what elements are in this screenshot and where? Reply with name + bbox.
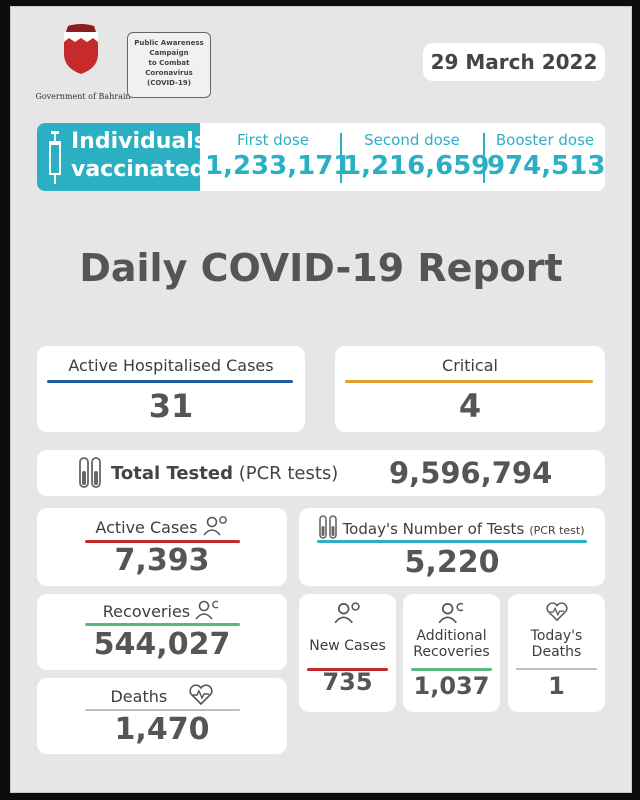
recoveries-underline	[85, 623, 240, 626]
critical-label: Critical	[442, 356, 498, 375]
campaign-line: (COVID-19)	[147, 79, 191, 87]
new-cases-value: 735	[322, 668, 373, 696]
tests-today-card: Today's Number of Tests (PCR test) 5,220	[299, 508, 605, 586]
total-tested-suffix: (PCR tests)	[238, 463, 339, 484]
todays-deaths-card: Today's Deaths 1	[508, 594, 605, 712]
todays-deaths-underline	[516, 668, 597, 670]
total-tested-label: Total Tested	[111, 463, 233, 484]
booster-dose-value: 974,513	[487, 151, 605, 181]
additional-recoveries-underline	[411, 668, 492, 671]
people-icon	[195, 600, 219, 620]
report-date: 29 March 2022	[423, 43, 605, 81]
additional-recoveries-label-2: Recoveries	[413, 644, 490, 660]
hospitalised-underline	[47, 380, 293, 383]
heartbeat-icon	[188, 684, 213, 706]
divider	[483, 133, 485, 183]
divider	[340, 133, 342, 183]
campaign-logo: Public Awareness Campaign to Combat Coro…	[127, 32, 211, 98]
critical-card: Critical 4	[335, 346, 605, 432]
todays-deaths-label-1: Today's	[530, 628, 583, 644]
heartbeat-icon	[545, 602, 568, 622]
new-cases-underline	[307, 668, 388, 671]
test-tubes-icon	[319, 515, 338, 539]
recoveries-label: Recoveries	[102, 602, 191, 621]
campaign-line: Coronavirus	[145, 69, 193, 77]
recoveries-card: Recoveries 544,027	[37, 594, 287, 670]
critical-value: 4	[458, 387, 482, 425]
deaths-value: 1,470	[114, 712, 210, 747]
tests-today-suffix: (PCR test)	[529, 524, 585, 537]
active-cases-label: Active Cases	[95, 518, 198, 537]
deaths-card: Deaths 1,470	[37, 678, 287, 754]
vaccination-banner: Individuals vaccinated First dose 1,233,…	[37, 123, 605, 191]
booster-dose-label: Booster dose	[495, 131, 595, 149]
total-tested-value: 9,596,794	[389, 456, 553, 490]
tests-today-heading: Today's Number of Tests (PCR test)	[299, 515, 605, 539]
active-cases-heading: Active Cases	[37, 516, 287, 537]
second-dose-value: 1,216,659	[343, 151, 490, 181]
people-icon	[202, 516, 227, 536]
additional-recoveries-label-1: Additional	[416, 628, 487, 644]
new-cases-card: New Cases 735	[299, 594, 396, 712]
active-cases-value: 7,393	[114, 543, 210, 578]
hospitalised-value: 31	[148, 387, 194, 425]
critical-underline	[345, 380, 593, 383]
report-date-text: 29 March 2022	[430, 50, 598, 74]
first-dose-label: First dose	[236, 131, 310, 149]
tests-today-underline	[317, 540, 587, 543]
new-cases-label: New Cases	[309, 638, 386, 654]
deaths-label: Deaths	[110, 687, 168, 706]
total-tested-label-group: Total Tested (PCR tests)	[111, 463, 338, 484]
campaign-line: to Combat	[148, 59, 190, 67]
bahrain-emblem-icon	[58, 24, 104, 76]
additional-recoveries-card: Additional Recoveries 1,037	[403, 594, 500, 712]
vaccination-title-line1: Individuals	[71, 129, 207, 154]
government-label: Government of Bahrain	[35, 92, 131, 101]
active-cases-card: Active Cases 7,393	[37, 508, 287, 586]
active-cases-underline	[85, 540, 240, 543]
people-icon	[437, 602, 463, 624]
deaths-underline	[85, 709, 240, 711]
todays-deaths-label-2: Deaths	[531, 644, 582, 660]
hospitalised-card: Active Hospitalised Cases 31	[37, 346, 305, 432]
people-icon	[333, 602, 360, 624]
total-tested-card: Total Tested (PCR tests) 9,596,794	[37, 450, 605, 496]
first-dose-value: 1,233,171	[205, 151, 352, 181]
second-dose-label: Second dose	[364, 131, 460, 149]
todays-deaths-value: 1	[548, 672, 565, 700]
recoveries-heading: Recoveries	[37, 600, 287, 621]
campaign-line: Campaign	[149, 49, 189, 57]
vaccination-title-line2: vaccinated	[71, 157, 206, 182]
test-tubes-icon	[79, 457, 101, 489]
tests-today-value: 5,220	[404, 545, 500, 580]
campaign-line: Public Awareness	[134, 39, 204, 47]
syringe-icon	[45, 131, 65, 185]
tests-today-label: Today's Number of Tests	[342, 520, 525, 538]
page-title: Daily COVID-19 Report	[79, 246, 563, 290]
hospitalised-label: Active Hospitalised Cases	[68, 356, 274, 375]
vaccination-title-block: Individuals vaccinated	[37, 123, 207, 191]
recoveries-value: 544,027	[93, 627, 231, 662]
additional-recoveries-value: 1,037	[413, 672, 490, 700]
deaths-heading: Deaths	[37, 684, 287, 706]
